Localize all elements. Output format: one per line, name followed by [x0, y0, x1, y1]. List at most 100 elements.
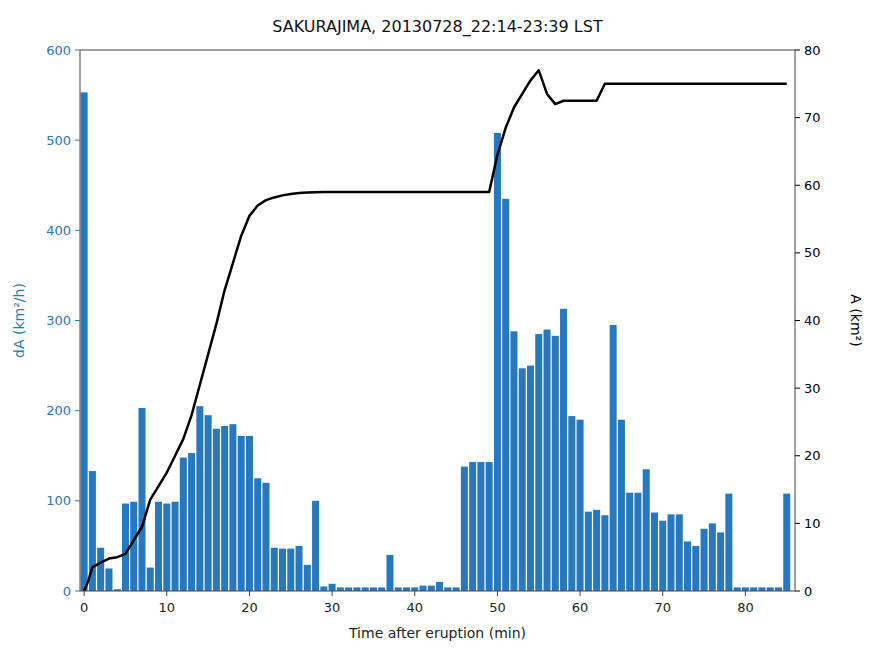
y2-tick — [795, 252, 800, 253]
bar — [552, 336, 559, 591]
x-tick — [249, 591, 250, 596]
x-tick-label: 20 — [241, 600, 258, 615]
y2-tick-label: 50 — [804, 245, 821, 260]
bar — [692, 546, 699, 591]
x-tick-label: 40 — [406, 600, 423, 615]
bar — [444, 587, 451, 591]
bar — [626, 493, 633, 591]
bar — [320, 586, 327, 591]
bar — [337, 587, 344, 591]
x-tick-label: 0 — [80, 600, 88, 615]
bar — [155, 502, 162, 591]
bar — [262, 483, 269, 591]
bar — [469, 462, 476, 591]
bar — [709, 523, 716, 591]
bar — [560, 309, 567, 591]
bar — [568, 416, 575, 591]
bar — [238, 436, 245, 591]
bar — [701, 529, 708, 591]
bar — [601, 515, 608, 591]
bar — [271, 548, 278, 591]
bar — [163, 504, 170, 591]
bar — [296, 546, 303, 591]
bar — [527, 366, 534, 591]
bar — [180, 458, 187, 591]
x-tick — [84, 591, 85, 596]
bar — [510, 331, 517, 591]
bar — [502, 199, 509, 591]
bar — [329, 584, 336, 591]
y-tick-label: 0 — [63, 584, 71, 599]
bar — [461, 467, 468, 591]
bar — [420, 586, 427, 591]
bar — [188, 453, 195, 591]
y2-tick-label: 0 — [804, 584, 812, 599]
x-tick-label: 80 — [737, 600, 754, 615]
bar — [312, 501, 319, 591]
y-tick — [75, 500, 80, 501]
x-axis-label: Time after eruption (min) — [348, 625, 526, 641]
y-tick-label: 300 — [46, 313, 71, 328]
bar — [362, 587, 369, 591]
bar — [585, 512, 592, 591]
bar — [593, 510, 600, 591]
bar — [370, 587, 377, 591]
bar — [618, 420, 625, 591]
bar — [453, 587, 460, 591]
y2-tick-label: 80 — [804, 43, 821, 58]
bar — [205, 415, 212, 591]
bar — [667, 514, 674, 591]
y-axis-label: dA (km²/h) — [11, 283, 27, 358]
bar — [196, 406, 203, 591]
bar — [659, 521, 666, 591]
y-tick — [75, 50, 80, 51]
bar — [105, 568, 112, 591]
bar — [643, 469, 650, 591]
bar — [411, 587, 418, 591]
y2-tick — [795, 320, 800, 321]
bar — [634, 493, 641, 591]
bar — [81, 92, 88, 591]
x-tick — [580, 591, 581, 596]
bar — [213, 429, 220, 591]
y-tick-label: 100 — [46, 493, 71, 508]
bar — [403, 587, 410, 591]
y-tick — [75, 140, 80, 141]
bar — [345, 587, 352, 591]
bar — [428, 586, 435, 591]
bar — [544, 330, 551, 591]
bar — [378, 587, 385, 591]
y2-tick — [795, 50, 800, 51]
chart: 0102030405060708001002003004005006000102… — [0, 0, 875, 656]
plot-frame — [80, 50, 795, 591]
y-tick — [75, 591, 80, 592]
bar — [725, 494, 732, 591]
bar — [676, 514, 683, 591]
y-tick-label: 500 — [46, 133, 71, 148]
x-tick — [166, 591, 167, 596]
bar — [750, 587, 757, 591]
x-tick — [414, 591, 415, 596]
plot-data — [81, 70, 791, 591]
bar — [122, 504, 129, 591]
y2-tick-label: 60 — [804, 178, 821, 193]
bar — [221, 426, 228, 591]
line — [84, 70, 787, 591]
y2-tick-label: 30 — [804, 381, 821, 396]
bar — [734, 587, 741, 591]
bar — [519, 368, 526, 591]
y-tick — [75, 320, 80, 321]
y2-tick — [795, 455, 800, 456]
y2-axis-label: A (km²) — [848, 294, 864, 346]
bar — [97, 548, 104, 591]
y-tick-label: 400 — [46, 223, 71, 238]
bar — [287, 549, 294, 591]
bar — [254, 478, 261, 591]
y-tick — [75, 410, 80, 411]
bar — [494, 133, 501, 591]
y2-tick — [795, 523, 800, 524]
bar — [477, 462, 484, 591]
y2-tick-label: 20 — [804, 448, 821, 463]
bar — [742, 587, 749, 591]
bar — [577, 420, 584, 591]
